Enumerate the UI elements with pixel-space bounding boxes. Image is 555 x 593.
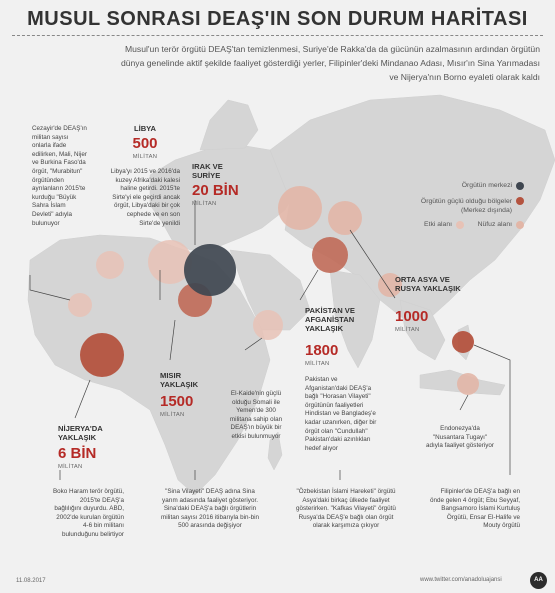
legend-strong-swatch	[516, 197, 524, 205]
madagascar-land	[267, 431, 283, 471]
area-central-asia	[328, 201, 362, 235]
line-somalia	[244, 337, 263, 351]
line-indonesia	[459, 394, 469, 411]
central-asia-count: 1000	[395, 308, 429, 325]
legend-activity-swatch	[456, 221, 464, 229]
intro-text: Musul'un terör örgütü DEAŞ'tan temizlenm…	[120, 44, 540, 82]
area-indonesia	[457, 373, 479, 395]
footer-date: 11.08.2017	[16, 578, 46, 584]
line-west-africa	[29, 275, 71, 301]
strong-nigeria	[80, 333, 124, 377]
footer-social[interactable]: www.twitter.com/anadoluajansi	[420, 577, 502, 583]
libya-name: LİBYA	[133, 124, 157, 133]
legend-influence-label: Nüfuz alanı	[477, 221, 512, 228]
center-iraq-syria	[184, 244, 236, 296]
ozbek-note: "Özbekistan İslami Hareketi" örgütü Asya…	[296, 488, 396, 530]
egypt-name: MISIR YAKLAŞIK	[160, 371, 199, 389]
nigeria-note: Boko Haram terör örgütü, 2015'te DEAŞ'a …	[52, 488, 124, 538]
area-caucasus	[278, 186, 322, 230]
strong-philippines	[452, 331, 474, 353]
title-divider	[12, 35, 543, 36]
philippines-note: Filipinler'de DEAŞ'a bağlı en önde gelen…	[430, 488, 520, 530]
legend-center-swatch	[516, 182, 524, 190]
line-philippines	[473, 344, 511, 475]
line-nigeria	[74, 379, 91, 419]
egypt-count: 1500	[160, 393, 194, 410]
area-bangladesh	[378, 273, 402, 297]
legend-influence-swatch	[516, 221, 524, 229]
legend-activity-label: Etki alanı	[424, 221, 452, 228]
nigeria-count: 6 BİN	[58, 445, 97, 462]
page-title: MUSUL SONRASI DEAŞ'IN SON DURUM HARİTASI	[27, 8, 528, 30]
afpak-unit: MİLİTAN	[305, 361, 330, 367]
arabia-land	[229, 249, 311, 331]
indonesia-note: Endonezya'da "Nusantara Tugayı" adıyla f…	[426, 425, 494, 450]
egypt-unit: MİLİTAN	[160, 412, 185, 418]
scandinavia-land	[199, 99, 259, 151]
nigeria-name: NİJERYA'DA YAKLAŞIK	[58, 424, 103, 442]
area-somalia	[253, 310, 283, 340]
line-afpak	[299, 269, 319, 301]
legend-center-label: Örgütün merkezi	[461, 182, 512, 189]
strong-afpak	[312, 237, 348, 273]
iraq-syria-unit: MİLİTAN	[192, 201, 217, 207]
legend-strong-label: Örgütün güçlü olduğu bölgeler (Merkez dı…	[420, 198, 512, 214]
nigeria-unit: MİLİTAN	[58, 464, 83, 470]
southeast-asia-land	[399, 299, 446, 361]
central-asia-name: ORTA ASYA VE RUSYA YAKLAŞIK	[395, 275, 461, 293]
libya-note: Libya'yı 2015 ve 2016'da kuzey Afrika'da…	[110, 168, 180, 227]
strong-regions	[80, 237, 474, 377]
afpak-count: 1800	[305, 342, 339, 359]
west-africa-note: Cezayir'de DEAŞ'ın militan sayısı onlarl…	[32, 125, 87, 227]
area-libya	[148, 240, 192, 284]
libya-count: 500	[132, 135, 158, 152]
aa-logo: AA	[530, 572, 547, 589]
line-egypt	[169, 319, 176, 361]
afpak-note: Pakistan ve Afganistan'daki DEAŞ'a bağlı…	[305, 376, 377, 452]
area-algeria	[96, 251, 124, 279]
area-mali	[68, 293, 92, 317]
libya-unit: MİLİTAN	[132, 154, 158, 160]
leader-lines	[29, 200, 511, 480]
line-central-asia	[349, 229, 396, 299]
somalia-note: El-Kaide'nin güçlü olduğu Somali ile Yem…	[229, 390, 283, 440]
india-land	[329, 269, 381, 369]
egypt-note: "Sina Vilayeti" DEAŞ adına Sina yarım ad…	[161, 488, 259, 530]
iraq-syria-name: IRAK VE SURİYE	[192, 162, 223, 180]
activity-areas	[68, 186, 479, 395]
afpak-name: PAKİSTAN VE AFGANİSTAN YAKLAŞIK	[305, 306, 355, 333]
central-asia-unit: MİLİTAN	[395, 327, 420, 333]
iraq-syria-count: 20 BİN	[192, 182, 239, 199]
